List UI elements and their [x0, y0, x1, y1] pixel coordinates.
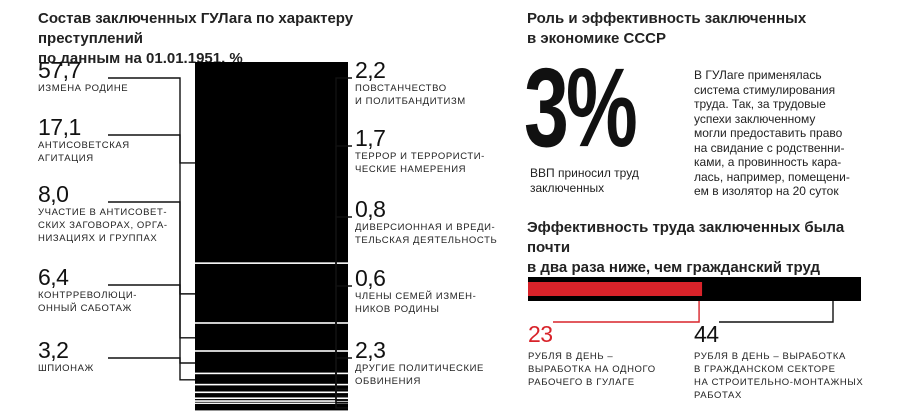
label-group-sabotage: 6,4 контрреволюци-онный саботаж	[38, 265, 137, 315]
economy-title: Роль и эффективность заключенных в эконо…	[527, 9, 887, 49]
leader-line	[108, 357, 195, 381]
description-line: В ГУЛаге применялась	[694, 68, 822, 82]
chart-title-line2: по данным на 01.01.1951, %	[38, 50, 243, 67]
economy-title-line1: Роль и эффективность заключенных	[527, 10, 807, 27]
leader-line	[335, 285, 352, 404]
category-label: члены семей измен-ников родины	[355, 291, 477, 315]
value-label: 2,3	[355, 337, 386, 363]
stack-segment	[195, 263, 348, 323]
category-label: другие политические обвинения	[355, 363, 484, 387]
stack-segment	[195, 399, 348, 401]
gdp-share-number: 3%	[524, 45, 638, 170]
value-label: 0,8	[355, 196, 386, 222]
gulag-value: 23	[528, 321, 553, 347]
value-label: 2,2	[355, 57, 386, 83]
description-line: ем в изолятор на 20 суток	[694, 184, 839, 198]
category-label: контрреволюци-онный саботаж	[38, 290, 138, 314]
gulag-caption: рубля в день – выработка на одного рабоч…	[528, 351, 656, 388]
category-label: диверсионная и вреди-тельская деятельнос…	[355, 222, 498, 246]
stack-segment	[195, 403, 348, 411]
incentive-description: В ГУЛаге применялась система стимулирован…	[694, 68, 894, 199]
description-line: лась, например, помещени-	[694, 169, 850, 184]
description-line: ками, а провинность кара-	[694, 155, 842, 169]
stack-segment	[195, 385, 348, 392]
gulag-output-bar	[528, 282, 703, 296]
gdp-caption: ВВП приносил труд заключенных	[530, 166, 639, 195]
stack-segment	[195, 62, 348, 263]
label-group-agitation: 17,1 антисоветская агитация	[38, 115, 130, 165]
value-label: 3,2	[38, 337, 69, 363]
stack-segment	[195, 393, 348, 398]
chart-title-line1: Состав заключенных ГУЛага по характеру п…	[38, 10, 354, 47]
efficiency-title: Эффективность труда заключенных была поч…	[527, 218, 887, 278]
label-group-espionage: 3,2 шпионаж	[38, 338, 94, 375]
label-group-terror: 1,7 террор и террористи-ческие намерения	[355, 126, 485, 176]
category-label: участие в антисовет-ских заговорах, орга…	[38, 207, 168, 244]
civil-leader-line	[719, 301, 834, 323]
label-group-treason: 57,7 измена родине	[38, 58, 128, 95]
category-label: повстанчество и политбандитизм	[355, 83, 466, 107]
leader-line	[335, 357, 352, 409]
stack-segment	[195, 374, 348, 384]
value-label: 0,6	[355, 265, 386, 291]
label-group-family: 0,6 члены семей измен-ников родины	[355, 266, 476, 316]
efficiency-title-line1: Эффективность труда заключенных была поч…	[527, 219, 845, 256]
label-group-diversion: 0,8 диверсионная и вреди-тельская деятел…	[355, 197, 497, 247]
chart-title: Состав заключенных ГУЛага по характеру п…	[38, 9, 458, 69]
efficiency-title-line2: в два раза ниже, чем гражданский труд	[527, 259, 820, 276]
description-line: система стимулирования	[694, 82, 836, 97]
value-label: 6,4	[38, 264, 69, 290]
stack-segment	[195, 323, 348, 351]
leader-line	[108, 284, 195, 364]
civil-value: 44	[694, 321, 719, 347]
value-label: 57,7	[38, 57, 81, 83]
label-group-conspiracies: 8,0 участие в антисовет-ских заговорах, …	[38, 182, 168, 245]
label-group-other: 2,3 другие политические обвинения	[355, 338, 484, 388]
category-label: шпионаж	[38, 363, 94, 374]
category-label: антисоветская агитация	[38, 140, 130, 164]
stack-segment	[195, 401, 348, 403]
economy-title-line2: в экономике СССР	[527, 30, 667, 47]
category-label: террор и террористи-ческие намерения	[355, 151, 485, 175]
stack-segment	[195, 351, 348, 373]
value-label: 17,1	[38, 114, 81, 140]
value-label: 8,0	[38, 181, 69, 207]
description-line: на свидание с родственни-	[694, 140, 845, 155]
description-line: могли предоставить право	[694, 126, 843, 140]
description-line: труда. Так, за трудовые	[694, 97, 826, 111]
category-label: измена родине	[38, 83, 129, 94]
description-line: успехи заключенному	[694, 111, 816, 126]
label-group-insurgency: 2,2 повстанчество и политбандитизм	[355, 58, 466, 108]
civil-caption: рубля в день – выработка в гражданском с…	[694, 351, 864, 401]
value-label: 1,7	[355, 125, 386, 151]
leader-line	[108, 77, 195, 164]
gulag-leader-line	[553, 301, 700, 323]
leader-line	[108, 201, 195, 339]
